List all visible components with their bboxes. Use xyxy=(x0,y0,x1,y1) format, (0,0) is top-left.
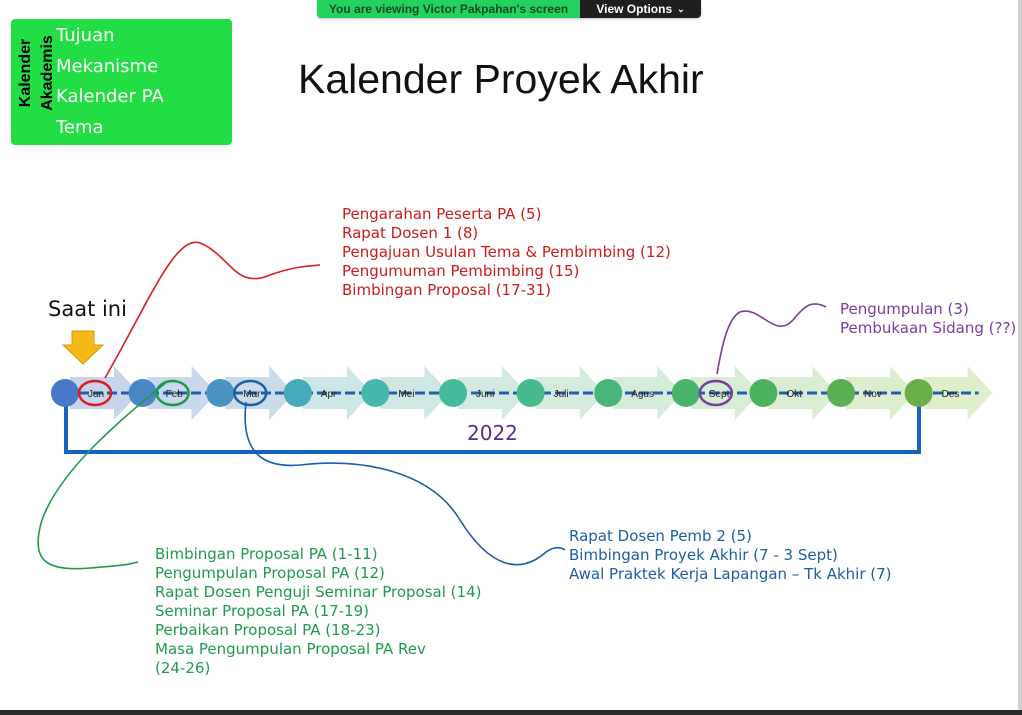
jan-note-item: Pengajuan Usulan Tema & Pembimbing (12) xyxy=(342,243,671,261)
mar-note-item: Rapat Dosen Pemb 2 (5) xyxy=(569,527,752,545)
feb-note-item: Pengumpulan Proposal PA (12) xyxy=(155,564,385,582)
jan-highlight-ring xyxy=(77,379,113,407)
jan-notes: Pengarahan Peserta PA (5) Rapat Dosen 1 … xyxy=(342,205,671,300)
feb-note-item: (24-26) xyxy=(155,659,211,677)
month-label-agus: Agus xyxy=(631,389,654,400)
down-arrow-icon xyxy=(61,330,105,365)
feb-highlight-ring xyxy=(155,379,190,407)
month-dot-apr xyxy=(283,379,312,407)
feb-note-item: Rapat Dosen Penguji Seminar Proposal (14… xyxy=(155,583,482,601)
taskbar-edge xyxy=(0,710,1022,715)
nav-link-tema[interactable]: Tema xyxy=(56,117,104,138)
month-dot-des xyxy=(904,379,933,407)
month-label-jan: Jan xyxy=(88,389,104,400)
current-marker-label: Saat ini xyxy=(48,297,127,321)
month-dot-juni xyxy=(439,379,467,407)
month-label-mei: Mei xyxy=(398,389,414,400)
month-arrow xyxy=(70,366,139,420)
jan-note-item: Pengumuman Pembimbing (15) xyxy=(342,262,580,280)
feb-note-item: Masa Pengumpulan Proposal PA Rev xyxy=(155,640,426,658)
month-dot-nov xyxy=(827,379,855,407)
sept-connector-line xyxy=(716,303,827,375)
month-dot-feb xyxy=(128,379,157,407)
feb-note-item: Seminar Proposal PA (17-19) xyxy=(155,602,370,620)
mar-connector-line xyxy=(244,401,566,566)
month-arrow xyxy=(923,366,993,420)
month-dot-agus xyxy=(594,379,623,407)
chevron-down-icon: ⌄ xyxy=(677,3,685,14)
month-label-feb: Feb xyxy=(166,389,184,400)
jan-connector-line xyxy=(104,241,321,379)
mar-note-item: Awal Praktek Kerja Lapangan – Tk Akhir (… xyxy=(569,565,892,583)
feb-notes: Bimbingan Proposal PA (1-11) Pengumpulan… xyxy=(155,545,481,678)
mar-notes: Rapat Dosen Pemb 2 (5) Bimbingan Proyek … xyxy=(569,527,892,584)
year-bracket xyxy=(64,405,921,454)
month-label-apr: Apr xyxy=(321,389,337,400)
sept-note-item: Pengumpulan (3) xyxy=(840,300,969,318)
window-edge xyxy=(1018,0,1022,715)
feb-note-item: Perbaikan Proposal PA (18-23) xyxy=(155,621,381,639)
nav-link-mekanisme[interactable]: Mekanisme xyxy=(56,56,159,77)
month-dot-sept xyxy=(671,379,700,407)
mar-note-item: Bimbingan Proyek Akhir (7 - 3 Sept) xyxy=(569,546,838,564)
month-arrow xyxy=(380,366,450,420)
slide-navigation-panel xyxy=(11,19,232,145)
sept-note-item: Pembukaan Sidang (??) xyxy=(840,319,1017,337)
month-dot-mar xyxy=(206,379,235,407)
month-label-juli: Juli xyxy=(554,389,569,400)
month-label-juni: Juni xyxy=(476,389,494,400)
year-label: 2022 xyxy=(467,421,518,445)
mar-highlight-ring xyxy=(232,379,268,407)
month-label-des: Des xyxy=(942,389,960,400)
viewing-notice: You are viewing Victor Pakpahan's screen xyxy=(317,0,580,18)
month-timeline: Jan Feb Mar Apr Mei Juni Juli Agus Sept Okt Nov Des xyxy=(51,366,993,420)
slide-title: Kalender Proyek Akhir xyxy=(298,56,704,102)
jan-note-item: Pengarahan Peserta PA (5) xyxy=(342,205,542,223)
month-label-okt: Okt xyxy=(786,389,802,400)
month-label-nov: Nov xyxy=(864,389,882,400)
feb-note-item: Bimbingan Proposal PA (1-11) xyxy=(155,545,378,563)
month-dot-juli xyxy=(516,379,545,407)
view-options-label: View Options xyxy=(596,2,673,16)
month-label-mar: Mar xyxy=(243,389,261,400)
feb-connector-line xyxy=(37,380,169,570)
month-arrow xyxy=(225,366,295,420)
month-label-sept: Sept xyxy=(709,389,730,400)
screen-share-banner: You are viewing Victor Pakpahan's screen… xyxy=(317,0,701,18)
nav-link-kalender-pa[interactable]: Kalender PA xyxy=(56,86,164,107)
sept-notes: Pengumpulan (3) Pembukaan Sidang (??) xyxy=(840,300,1016,338)
jan-note-item: Rapat Dosen 1 (8) xyxy=(342,224,479,242)
view-options-button[interactable]: View Options ⌄ xyxy=(580,0,701,18)
month-dot-mei xyxy=(361,379,390,407)
nav-link-tujuan[interactable]: Tujuan xyxy=(56,25,115,46)
month-dot-jan xyxy=(51,379,79,407)
month-dot-okt xyxy=(749,379,778,407)
jan-note-item: Bimbingan Proposal (17-31) xyxy=(342,281,551,299)
sept-highlight-ring xyxy=(698,379,734,407)
